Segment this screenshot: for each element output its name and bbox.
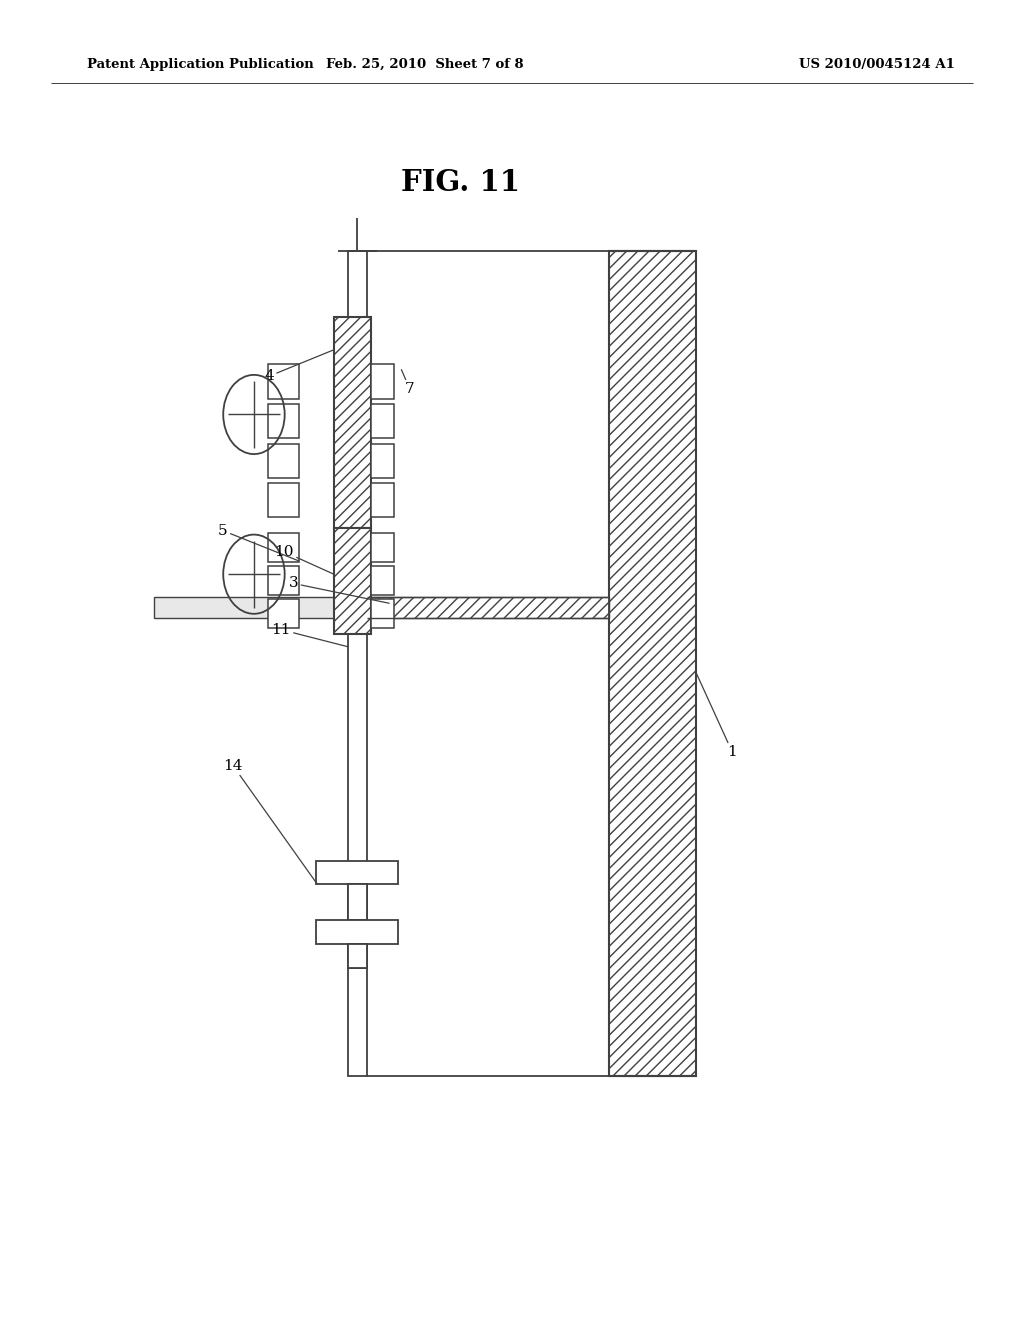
Bar [348,884,367,968]
Bar [334,317,371,528]
Text: 10: 10 [274,545,334,574]
Text: 1: 1 [696,673,737,759]
Bar [154,597,348,618]
Bar [348,251,367,1076]
Bar [268,533,299,562]
Bar [268,444,299,478]
Bar [371,404,393,438]
Bar [371,364,393,399]
Bar [371,599,393,628]
Bar [268,404,299,438]
Text: FIG. 11: FIG. 11 [401,168,520,197]
Bar [371,566,393,595]
Bar [348,597,367,618]
Bar [268,364,299,399]
Bar [268,566,299,595]
Bar [367,597,609,618]
Text: 4: 4 [264,350,334,383]
Bar [371,444,393,478]
Text: Feb. 25, 2010  Sheet 7 of 8: Feb. 25, 2010 Sheet 7 of 8 [327,58,523,71]
Bar [371,483,393,517]
Bar [316,861,398,884]
Bar [609,251,696,1076]
Text: 3: 3 [289,577,389,603]
Bar [268,483,299,517]
Text: Patent Application Publication: Patent Application Publication [87,58,313,71]
Bar [348,944,367,968]
Bar [348,884,367,920]
Text: 11: 11 [271,623,348,647]
Text: 5: 5 [218,524,299,561]
Bar [316,920,398,944]
Bar [334,528,371,634]
Text: US 2010/0045124 A1: US 2010/0045124 A1 [799,58,954,71]
Text: 14: 14 [223,759,317,884]
Text: 7: 7 [401,370,415,396]
Bar [268,599,299,628]
Bar [371,533,393,562]
